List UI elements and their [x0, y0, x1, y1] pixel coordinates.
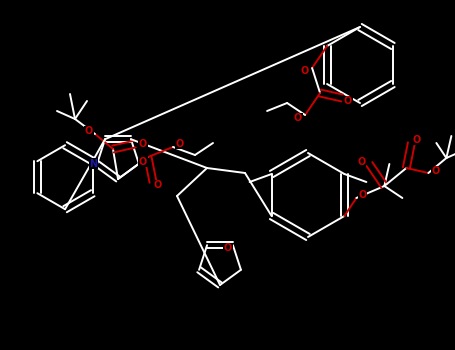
- Text: O: O: [139, 157, 147, 167]
- Text: O: O: [301, 66, 309, 76]
- Text: N: N: [89, 159, 97, 169]
- Text: O: O: [224, 243, 232, 253]
- Text: O: O: [294, 113, 302, 123]
- Text: O: O: [412, 135, 420, 145]
- Text: O: O: [357, 157, 365, 167]
- Text: O: O: [139, 139, 147, 149]
- Text: O: O: [344, 96, 352, 106]
- Text: O: O: [358, 190, 366, 200]
- Text: O: O: [176, 139, 184, 149]
- Text: O: O: [431, 166, 440, 176]
- Text: O: O: [154, 180, 162, 190]
- Text: O: O: [85, 126, 93, 136]
